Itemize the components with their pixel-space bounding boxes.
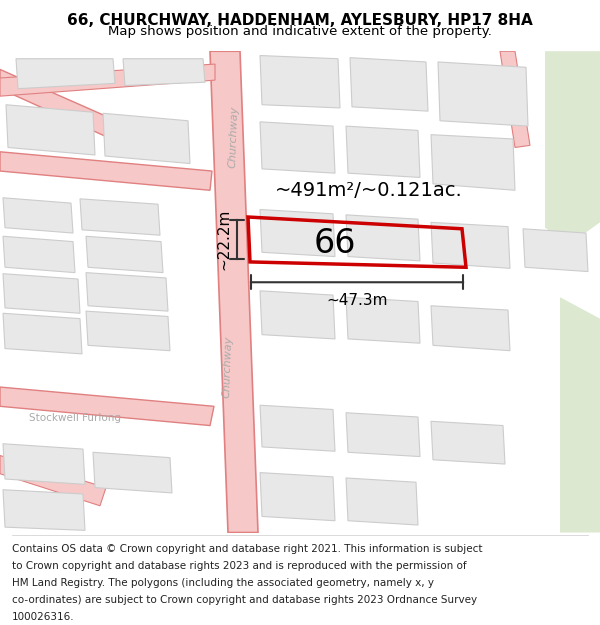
- Polygon shape: [86, 236, 163, 272]
- Polygon shape: [103, 113, 190, 164]
- Polygon shape: [260, 291, 335, 339]
- Polygon shape: [86, 311, 170, 351]
- Polygon shape: [3, 444, 85, 484]
- Polygon shape: [350, 58, 428, 111]
- Polygon shape: [16, 59, 115, 89]
- Polygon shape: [431, 306, 510, 351]
- Text: Contains OS data © Crown copyright and database right 2021. This information is : Contains OS data © Crown copyright and d…: [12, 544, 482, 554]
- Text: Churchway: Churchway: [222, 336, 234, 398]
- Text: ~47.3m: ~47.3m: [326, 293, 388, 308]
- Text: co-ordinates) are subject to Crown copyright and database rights 2023 Ordnance S: co-ordinates) are subject to Crown copyr…: [12, 595, 477, 605]
- Polygon shape: [431, 222, 510, 268]
- Text: Churchway: Churchway: [228, 106, 240, 168]
- Polygon shape: [0, 456, 106, 506]
- Polygon shape: [0, 152, 212, 190]
- Polygon shape: [210, 51, 258, 532]
- Polygon shape: [260, 405, 335, 451]
- Polygon shape: [431, 421, 505, 464]
- Polygon shape: [523, 229, 588, 271]
- Polygon shape: [431, 134, 515, 190]
- Polygon shape: [346, 412, 420, 457]
- Polygon shape: [93, 452, 172, 493]
- Text: Stockwell Furlong: Stockwell Furlong: [29, 413, 121, 423]
- Text: 66, CHURCHWAY, HADDENHAM, AYLESBURY, HP17 8HA: 66, CHURCHWAY, HADDENHAM, AYLESBURY, HP1…: [67, 12, 533, 28]
- Polygon shape: [560, 298, 600, 532]
- Polygon shape: [3, 490, 85, 531]
- Polygon shape: [438, 62, 528, 126]
- Text: ~491m²/~0.121ac.: ~491m²/~0.121ac.: [275, 181, 463, 200]
- Polygon shape: [260, 56, 340, 108]
- Polygon shape: [3, 313, 82, 354]
- Polygon shape: [346, 478, 418, 525]
- Polygon shape: [3, 236, 75, 272]
- Polygon shape: [500, 51, 530, 148]
- Text: 100026316.: 100026316.: [12, 612, 74, 622]
- Text: HM Land Registry. The polygons (including the associated geometry, namely x, y: HM Land Registry. The polygons (includin…: [12, 578, 434, 588]
- Text: 66: 66: [314, 228, 356, 260]
- Polygon shape: [346, 215, 420, 261]
- Polygon shape: [346, 298, 420, 343]
- Polygon shape: [6, 105, 95, 155]
- Polygon shape: [346, 126, 420, 178]
- Polygon shape: [260, 472, 335, 521]
- Polygon shape: [123, 59, 205, 86]
- Text: to Crown copyright and database rights 2023 and is reproduced with the permissio: to Crown copyright and database rights 2…: [12, 561, 467, 571]
- Polygon shape: [260, 122, 335, 173]
- Polygon shape: [0, 387, 214, 426]
- Polygon shape: [0, 69, 143, 149]
- Polygon shape: [545, 51, 600, 244]
- Text: Map shows position and indicative extent of the property.: Map shows position and indicative extent…: [108, 26, 492, 39]
- Polygon shape: [3, 198, 73, 233]
- Polygon shape: [0, 64, 215, 96]
- Polygon shape: [86, 272, 168, 311]
- Polygon shape: [3, 274, 80, 313]
- Polygon shape: [260, 209, 335, 257]
- Polygon shape: [80, 199, 160, 235]
- Text: ~22.2m: ~22.2m: [216, 209, 231, 270]
